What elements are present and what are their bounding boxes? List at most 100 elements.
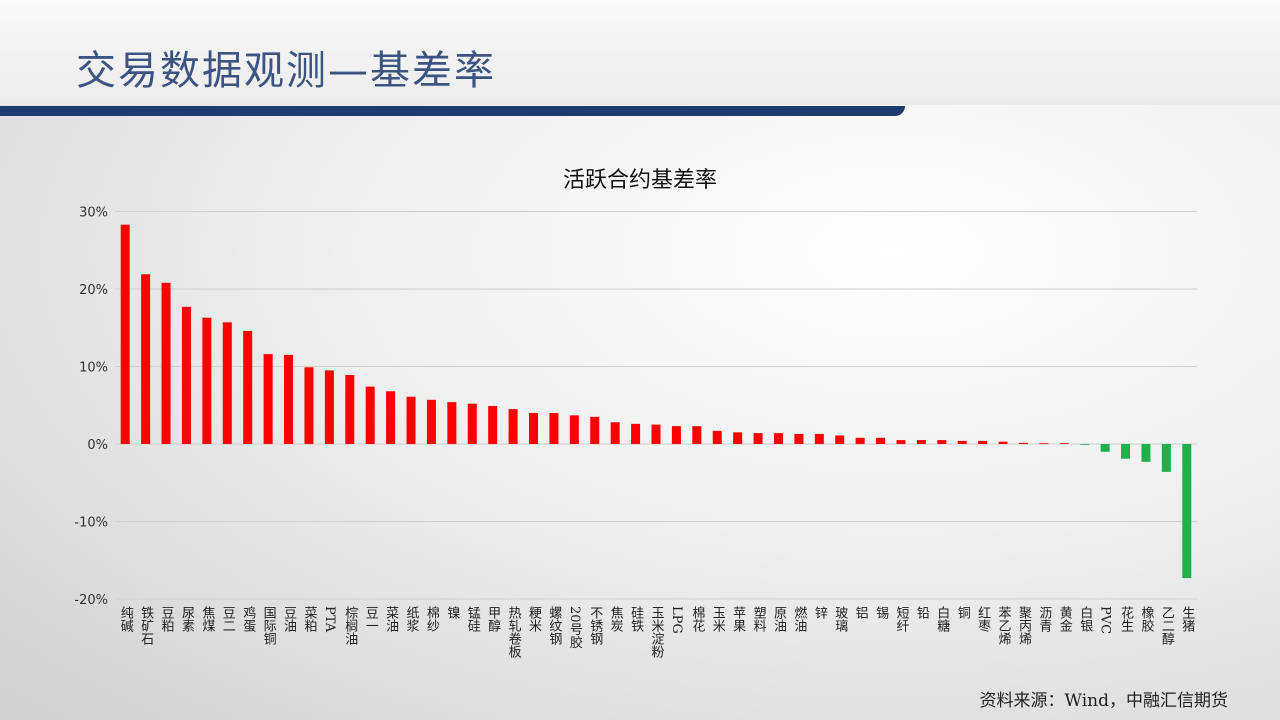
y-tick-label: -20% — [74, 593, 108, 608]
x-tick-label: 锰硅 — [465, 606, 481, 632]
x-tick-label: LPG — [669, 606, 684, 634]
x-tick-label: 红枣 — [975, 605, 991, 632]
bar — [1100, 444, 1110, 452]
bar — [1141, 444, 1151, 462]
x-tick-label: 黄金 — [1057, 606, 1073, 632]
bar — [855, 437, 865, 444]
x-tick-label: 塑料 — [751, 606, 767, 632]
data-source: 资料来源：Wind，中融汇信期货 — [979, 691, 1228, 711]
x-tick-label: 螺纹钢 — [546, 606, 562, 646]
bar — [753, 433, 763, 444]
title-underline-bar — [0, 106, 905, 116]
x-tick-label: 硅铁 — [628, 606, 644, 632]
x-tick-label: 聚丙烯 — [1016, 606, 1032, 645]
y-tick-label: 10% — [79, 361, 108, 376]
bar — [304, 367, 314, 444]
bar — [569, 415, 579, 444]
x-tick-label: 白银 — [1077, 605, 1093, 632]
bar — [426, 399, 436, 444]
x-tick-label: 玻璃 — [832, 606, 848, 632]
x-tick-label: 玉米 — [710, 606, 726, 632]
x-tick-label: 玉米淀粉 — [649, 606, 665, 658]
bar — [406, 396, 416, 444]
x-tick-label: 花生 — [1118, 605, 1134, 632]
bar — [1161, 444, 1171, 472]
x-tick-label: 铝 — [853, 606, 869, 619]
bar — [284, 354, 294, 444]
x-tick-label: 豆二 — [220, 606, 236, 632]
x-tick-label: 棕榈油 — [342, 606, 358, 645]
x-tick-label: 甲醇 — [485, 606, 501, 632]
y-tick-label: 0% — [87, 438, 108, 453]
x-tick-label: 短纤 — [893, 606, 909, 632]
x-tick-label: 橡胶 — [1138, 606, 1154, 633]
bar — [1039, 443, 1049, 444]
x-tick-label: 热轧卷板 — [506, 606, 522, 659]
x-tick-label: 粳米 — [526, 606, 542, 632]
bar — [386, 391, 396, 444]
bar — [876, 437, 886, 444]
y-tick-label: 20% — [79, 283, 108, 298]
x-tick-label: 20号胶 — [567, 606, 583, 650]
bar — [181, 306, 191, 444]
x-tick-label: 铁矿石 — [138, 606, 154, 645]
x-tick-label: 铜 — [955, 606, 971, 619]
x-tick-label: 棉花 — [689, 606, 705, 633]
x-tick-label: 不锈钢 — [587, 606, 603, 646]
bar — [488, 406, 498, 444]
page-title: 交易数据观测—基差率 — [76, 48, 496, 94]
x-tick-label: 镍 — [444, 606, 460, 619]
x-tick-label: 菜粕 — [301, 606, 317, 632]
bar — [263, 354, 273, 444]
bar — [978, 440, 988, 444]
x-tick-label: 燃油 — [791, 605, 807, 632]
x-tick-label: 焦煤 — [199, 606, 215, 632]
x-tick-label: 国际铜 — [261, 606, 277, 645]
bar — [651, 424, 661, 444]
bar — [529, 413, 539, 444]
bar — [794, 433, 804, 444]
x-tick-label: 锡 — [873, 606, 889, 619]
bar — [243, 330, 253, 444]
x-tick-label: 焦炭 — [608, 606, 624, 633]
bar — [1121, 444, 1131, 459]
bar — [1059, 443, 1069, 444]
bar — [1182, 444, 1192, 579]
x-tick-label: 苹果 — [730, 606, 746, 632]
x-tick-label: 豆粕 — [159, 606, 175, 632]
x-tick-label: 生猪 — [1179, 606, 1195, 632]
bar — [916, 440, 926, 444]
bar — [222, 322, 232, 444]
x-tick-label: 原油 — [771, 606, 787, 632]
x-tick-label: 铅 — [914, 606, 930, 619]
bar — [590, 416, 600, 444]
y-tick-label: -10% — [74, 516, 108, 531]
x-tick-label: 豆一 — [363, 606, 379, 632]
x-tick-label: 鸡蛋 — [240, 605, 256, 633]
bar — [141, 274, 151, 444]
chart-title: 活跃合约基差率 — [563, 168, 717, 193]
y-tick-label: 30% — [79, 206, 108, 221]
bar — [773, 433, 783, 444]
bar — [692, 426, 702, 444]
bar — [896, 440, 906, 444]
x-tick-label: 纸浆 — [404, 606, 420, 632]
x-tick-label: 白糖 — [934, 605, 950, 633]
bar — [202, 317, 212, 444]
bar — [712, 430, 722, 444]
x-tick-label: 纯碱 — [118, 606, 134, 632]
x-tick-label: PVC — [1098, 606, 1113, 634]
bar — [120, 224, 130, 444]
x-tick-label: 苯乙烯 — [996, 606, 1012, 645]
x-tick-label: 锌 — [812, 606, 828, 619]
x-tick-label: 豆油 — [281, 606, 297, 632]
bar — [937, 440, 947, 444]
bar — [549, 413, 559, 444]
x-tick-label: 乙二醇 — [1159, 606, 1175, 645]
bar — [324, 370, 334, 444]
bar — [631, 423, 641, 444]
bar — [957, 440, 967, 444]
bar — [733, 432, 743, 444]
x-tick-label: PTA — [322, 606, 337, 633]
